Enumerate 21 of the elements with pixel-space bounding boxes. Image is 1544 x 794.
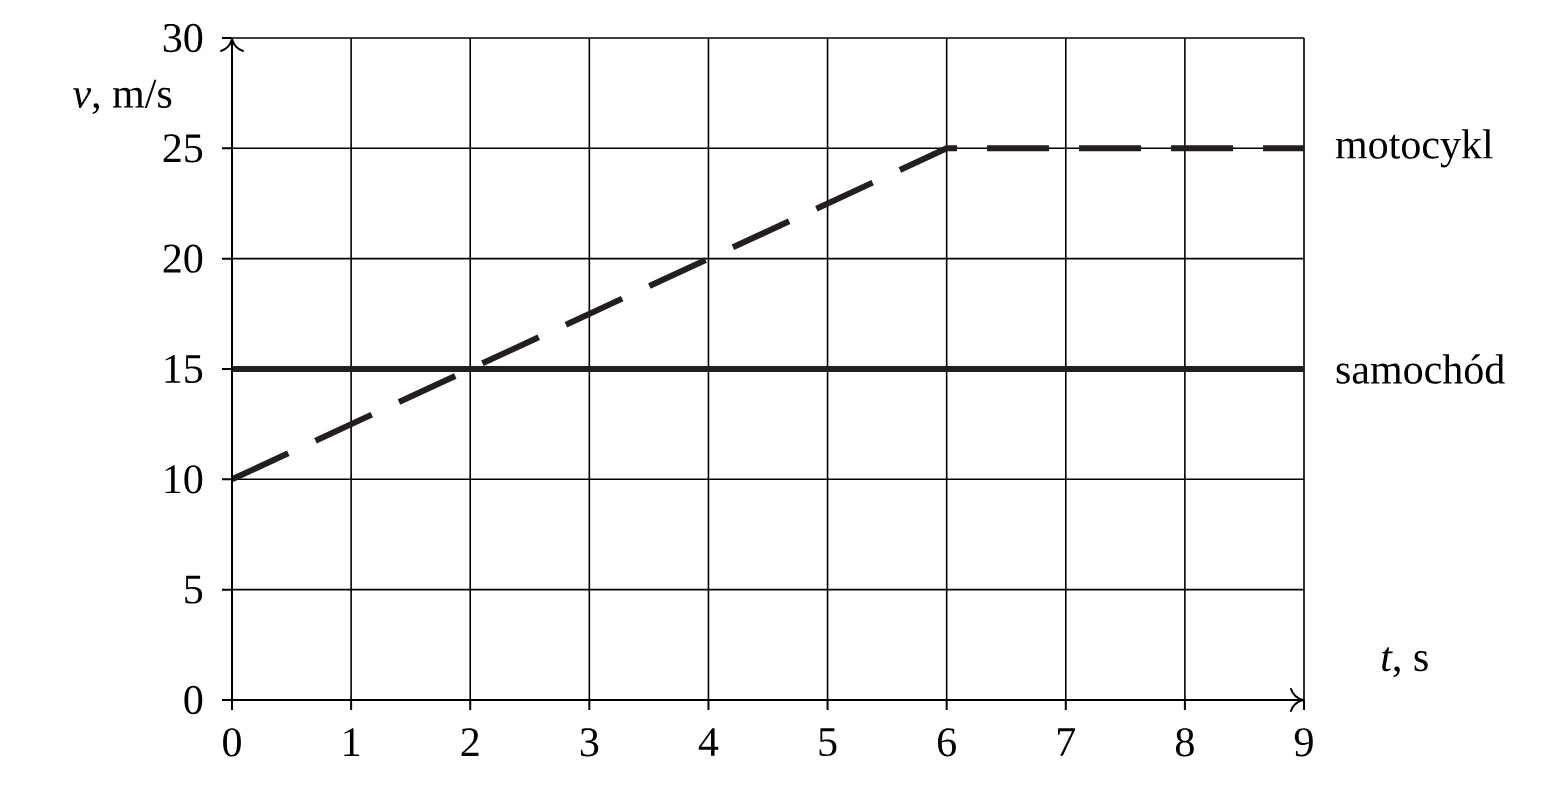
y-tick-label: 0: [184, 685, 203, 715]
x-tick-label: 6: [937, 728, 956, 757]
y-tick-label: 20: [163, 244, 203, 273]
series-label: samochód: [1336, 354, 1505, 384]
x-tick-label: 7: [1058, 728, 1076, 756]
y-tick-label: 25: [163, 134, 203, 163]
y-tick-label: 5: [185, 575, 203, 604]
y-tick-label: 10: [165, 465, 203, 494]
x-tick-label: 8: [1175, 728, 1194, 757]
y-tick-label: 15: [165, 354, 203, 384]
y-axis-title: v, m/s: [73, 79, 172, 114]
x-tick-label: 3: [580, 728, 599, 757]
x-tick-label: 2: [461, 728, 479, 756]
x-tick-label: 5: [819, 728, 837, 757]
y-tick-label: 30: [163, 23, 203, 53]
x-tick-label: 0: [223, 728, 241, 757]
x-tick-label: 9: [1294, 728, 1313, 757]
x-tick-label: 4: [698, 728, 719, 756]
x-axis-title: t, s: [1382, 647, 1428, 678]
x-tick-label: 1: [344, 728, 360, 756]
series-label: motocykl: [1335, 129, 1493, 168]
